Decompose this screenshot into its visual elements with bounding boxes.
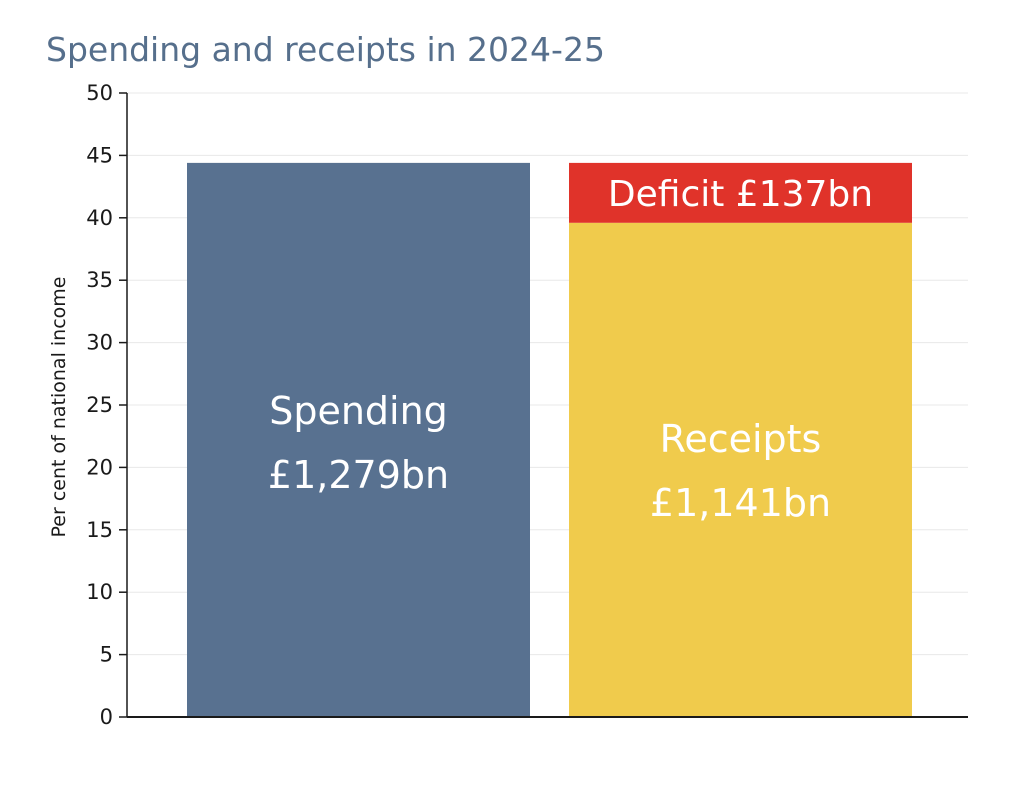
receipts-label-line: Receipts — [660, 417, 822, 461]
y-tick-label: 40 — [86, 206, 113, 230]
y-tick-label: 5 — [100, 643, 113, 667]
y-tick-label: 30 — [86, 331, 113, 355]
bars — [187, 162, 912, 718]
y-axis-label: Per cent of national income — [48, 277, 70, 538]
y-tick-label: 0 — [100, 705, 113, 729]
spending-label-line: £1,279bn — [268, 453, 449, 497]
chart-title: Spending and receipts in 2024-25 — [46, 30, 605, 69]
receipts-bar — [569, 222, 912, 718]
y-tick-label: 15 — [86, 518, 113, 542]
y-tick-label: 20 — [86, 455, 113, 479]
spending-bar — [187, 162, 530, 717]
spending-label-line: Spending — [269, 389, 448, 433]
y-tick-label: 45 — [86, 143, 113, 167]
deficit-bar — [569, 162, 912, 223]
bar-labels: Spending £1,279bn Receipts £1,141bn Deficit … — [268, 174, 873, 525]
y-tick-label: 25 — [86, 393, 113, 417]
deficit-label: Deficit £137bn — [608, 174, 873, 215]
y-tick-label: 10 — [86, 580, 113, 604]
receipts-label-line: £1,141bn — [650, 481, 831, 525]
y-tick-label: 35 — [86, 268, 113, 292]
y-tick-label: 50 — [86, 81, 113, 105]
axes: 0 5 10 15 20 25 30 35 40 45 50 Per cent of national… — [48, 81, 968, 729]
